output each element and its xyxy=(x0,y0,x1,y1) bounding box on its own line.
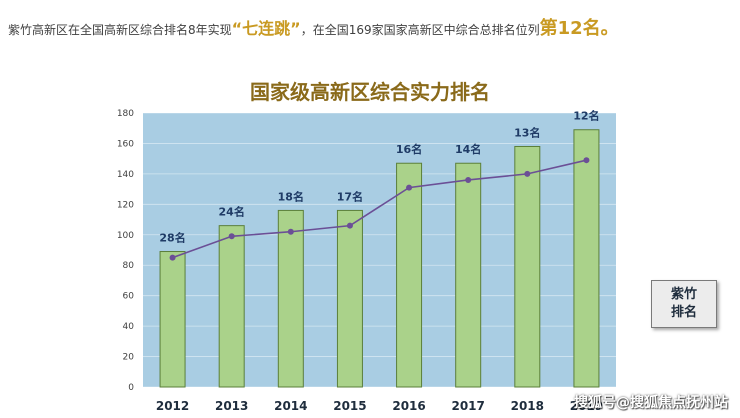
y-tick-label: 140 xyxy=(117,170,134,180)
line-point xyxy=(346,222,353,229)
y-tick-label: 0 xyxy=(128,383,134,393)
y-tick-label: 20 xyxy=(123,353,135,363)
x-tick-label: 2013 xyxy=(215,399,248,413)
headline-quote: “七连跳” xyxy=(231,19,301,38)
rank-label: 28名 xyxy=(159,231,185,245)
y-tick-label: 180 xyxy=(117,109,134,119)
headline-pre: 紫竹高新区在全国高新区综合排名8年实现 xyxy=(8,23,232,37)
bar xyxy=(277,209,304,388)
x-tick-label: 2017 xyxy=(451,399,484,413)
line-point xyxy=(465,176,472,183)
side-box-line1: 紫竹 xyxy=(670,287,697,302)
rank-label: 14名 xyxy=(455,142,481,156)
x-tick-label: 2018 xyxy=(511,399,544,413)
rank-label: 24名 xyxy=(219,205,245,219)
headline: 紫竹高新区在全国高新区综合排名8年实现“七连跳”，在全国169家国家高新区中综合… xyxy=(8,14,732,40)
line-point xyxy=(287,228,294,235)
x-tick-label: 2016 xyxy=(392,399,425,413)
y-tick-label: 160 xyxy=(117,139,134,149)
line-point xyxy=(169,254,176,261)
side-box: 紫竹 排名 xyxy=(651,280,717,328)
rank-label: 13名 xyxy=(514,125,540,139)
rank-label: 16名 xyxy=(396,142,422,156)
series-line xyxy=(172,159,587,259)
line-point xyxy=(406,184,413,191)
x-tick-label: 2015 xyxy=(333,399,366,413)
bar xyxy=(218,225,245,388)
rank-label: 12名 xyxy=(573,109,599,123)
x-tick-label: 2014 xyxy=(274,399,307,413)
y-tick-label: 60 xyxy=(123,292,135,302)
rank-label: 18名 xyxy=(278,189,304,203)
y-tick-label: 80 xyxy=(123,261,135,271)
headline-mid: ，在全国169家国家高新区中综合总排名位列 xyxy=(300,23,540,37)
bar xyxy=(514,145,541,388)
watermark: 搜狐号@搜狐焦点抚州站 xyxy=(574,395,728,411)
y-tick-label: 120 xyxy=(117,200,134,210)
chart-title: 国家级高新区综合实力排名 xyxy=(250,80,490,104)
line-point xyxy=(524,170,531,177)
side-box-line2: 排名 xyxy=(670,305,697,320)
x-tick-label: 2012 xyxy=(156,399,189,413)
y-tick-label: 40 xyxy=(123,322,135,332)
line-point xyxy=(228,233,235,240)
bar xyxy=(573,129,600,388)
headline-rank: 第12名。 xyxy=(539,18,619,39)
bar xyxy=(396,162,423,388)
x-tick-label: 2019 xyxy=(570,399,603,413)
bar xyxy=(159,251,186,388)
line-point xyxy=(583,157,590,164)
y-tick-label: 100 xyxy=(117,231,134,241)
bar xyxy=(336,209,363,388)
rank-label: 17名 xyxy=(337,189,363,203)
bar xyxy=(455,162,482,388)
plot-area xyxy=(143,113,616,387)
